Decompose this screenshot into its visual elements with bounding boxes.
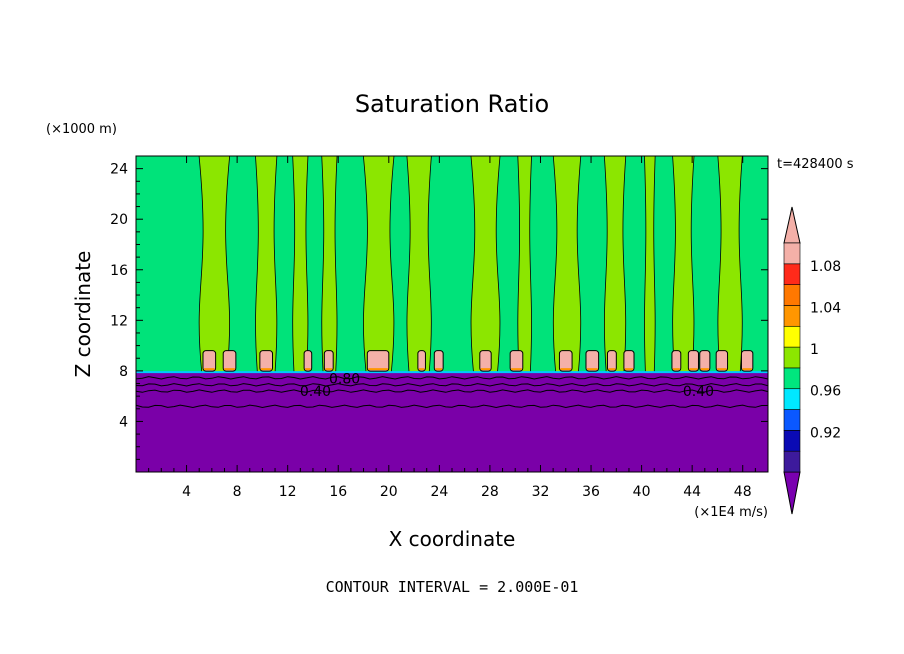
cloud-cell <box>417 350 426 372</box>
supersaturated-column <box>321 156 338 373</box>
x-tick-label: 48 <box>734 484 752 500</box>
supersaturated-column <box>552 156 582 373</box>
y-tick-label: 24 <box>110 162 128 178</box>
x-axis-unit: (×1E4 m/s) <box>694 505 768 520</box>
y-tick-label: 4 <box>119 414 128 430</box>
y-axis-ticks: 4 8 12 16 20 24 <box>110 162 768 460</box>
plot-area: 0.800.40 0.40 <box>135 155 769 473</box>
y-tick-label: 20 <box>110 212 128 228</box>
colorbar-segment <box>783 305 801 327</box>
cloud-cell <box>671 350 682 372</box>
colorbar-segment <box>783 242 801 265</box>
supersaturated-column <box>255 156 278 373</box>
colorbar-segment <box>783 346 801 369</box>
cloud-cell <box>687 350 699 372</box>
cloud-cell <box>606 350 617 372</box>
x-axis-ticks: 4 8 12 16 20 24 28 32 36 40 44 48 <box>148 156 756 500</box>
colorbar-label: 0.96 <box>810 384 841 400</box>
cloud-cell <box>479 350 492 372</box>
x-tick-label: 40 <box>633 484 651 500</box>
contour-interval-note: CONTOUR INTERVAL = 2.000E-01 <box>326 578 579 596</box>
cloud-cell <box>715 350 729 372</box>
colorbar-segment <box>783 430 801 452</box>
colorbar-label: 1.08 <box>810 259 841 275</box>
y-axis-unit: (×1000 m) <box>46 122 117 137</box>
y-tick-label: 8 <box>119 364 128 380</box>
contour-label: 0.80 <box>329 371 360 387</box>
colorbar-segment <box>783 284 801 306</box>
colorbar-label: 1 <box>810 342 819 358</box>
supersaturated-column <box>517 156 532 373</box>
time-label: t=428400 s <box>777 157 854 172</box>
colorbar-over-arrow <box>783 206 801 244</box>
subsaturated-layer <box>136 372 768 472</box>
supersaturated-column <box>717 156 743 373</box>
contour-field: 0.800.40 0.40 <box>136 156 768 472</box>
colorbar-segment <box>783 263 801 285</box>
y-tick-label: 12 <box>110 313 128 329</box>
cloud-cell <box>433 350 444 372</box>
cloud-cell <box>509 350 524 372</box>
cloud-cell <box>202 350 217 372</box>
cloud-cell <box>699 350 711 372</box>
colorbar-segment <box>783 388 801 410</box>
cloud-cell <box>259 350 274 372</box>
supersaturated-column <box>292 156 309 373</box>
x-tick-label: 24 <box>430 484 448 500</box>
supersaturated-column <box>644 156 656 373</box>
colorbar-segment <box>783 325 801 348</box>
colorbar-under-arrow <box>783 471 801 515</box>
colorbar: 0.92 0.96 1 1.04 1.08 <box>783 206 841 515</box>
supersaturated-column <box>362 156 395 373</box>
cloud-cell <box>623 350 635 372</box>
chart-title: Saturation Ratio <box>355 90 549 118</box>
supersaturated-column <box>470 156 501 373</box>
x-tick-label: 28 <box>481 484 499 500</box>
colorbar-label: 0.92 <box>810 425 841 441</box>
x-tick-label: 32 <box>532 484 550 500</box>
x-axis-label: X coordinate <box>389 527 516 551</box>
cloud-cell <box>366 350 390 372</box>
colorbar-label: 1.04 <box>810 300 841 316</box>
x-tick-label: 20 <box>380 484 398 500</box>
x-tick-label: 16 <box>329 484 347 500</box>
x-tick-label: 44 <box>683 484 701 500</box>
contour-line <box>136 404 768 409</box>
cloud-cell <box>222 350 237 372</box>
supersaturated-column <box>198 156 231 373</box>
supersaturated-column <box>603 156 627 373</box>
contour-line <box>136 376 768 380</box>
cloud-cell <box>558 350 573 372</box>
colorbar-segment <box>783 409 801 431</box>
x-tick-label: 8 <box>233 484 242 500</box>
cloud-cell <box>585 350 600 372</box>
contour-line <box>136 383 768 387</box>
contour-label: 0.40 <box>683 384 714 400</box>
supersaturated-column <box>406 156 432 373</box>
contour-label: 0.40 <box>300 384 331 400</box>
x-tick-label: 12 <box>279 484 297 500</box>
x-tick-label: 36 <box>582 484 600 500</box>
colorbar-segment <box>783 367 801 390</box>
contour-line <box>136 389 768 393</box>
cloud-cell <box>740 350 754 372</box>
y-axis-label: Z coordinate <box>71 251 95 378</box>
supersaturated-column <box>672 156 695 373</box>
x-tick-label: 4 <box>182 484 191 500</box>
colorbar-segment <box>783 450 801 473</box>
cloud-cell <box>303 350 313 372</box>
y-tick-label: 16 <box>110 263 128 279</box>
cloud-cell <box>323 350 334 372</box>
